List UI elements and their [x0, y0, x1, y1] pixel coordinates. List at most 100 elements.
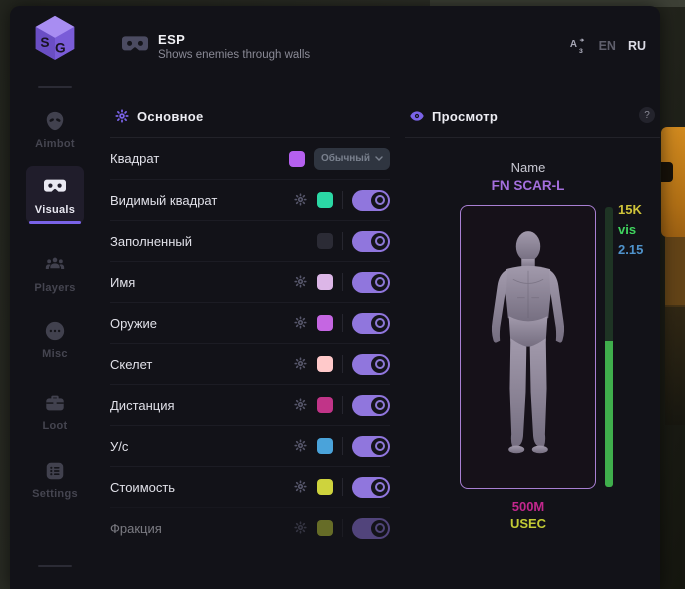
gear-icon[interactable] [294, 316, 308, 330]
toggle-switch[interactable] [352, 394, 390, 416]
setting-label: Стоимость [110, 479, 176, 495]
toggle-knob [371, 396, 388, 414]
eye-icon [410, 109, 424, 123]
player-model-figure [491, 231, 565, 454]
setting-controls: Обычный [266, 147, 390, 170]
setting-controls [294, 189, 390, 211]
setting-label: Заполненный [110, 233, 193, 249]
sidebar-item-misc[interactable]: Misc [26, 310, 84, 368]
background-orange-lower [665, 237, 685, 307]
dropdown-value: Обычный [320, 153, 370, 164]
health-bar [605, 207, 613, 487]
app-window: S G Aimbot Visuals [10, 6, 660, 589]
sidebar-item-players[interactable]: Players [26, 244, 84, 302]
sidebar-divider-top [38, 86, 72, 88]
toggle-switch[interactable] [352, 517, 390, 539]
sidebar-item-loot[interactable]: Loot [26, 382, 84, 440]
sidebar-item-label: Players [34, 281, 76, 294]
row-divider [342, 273, 343, 291]
section-header-preview: Просмотр ? [405, 106, 660, 138]
color-swatch[interactable] [317, 438, 333, 454]
lang-en-button[interactable]: EN [598, 39, 616, 53]
row-divider [342, 519, 343, 537]
background-orange-fade [665, 305, 685, 425]
chevron-down-icon [375, 156, 383, 161]
row-divider [342, 437, 343, 455]
setting-row: Оружие [110, 302, 390, 343]
gear-icon[interactable] [294, 521, 308, 535]
setting-row: Дистанция [110, 384, 390, 425]
setting-row: Стоимость [110, 466, 390, 507]
color-swatch[interactable] [317, 315, 333, 331]
gear-icon[interactable] [294, 480, 308, 494]
svg-text:A: A [569, 39, 576, 50]
setting-row: Видимый квадрат [110, 179, 390, 220]
style-dropdown[interactable]: Обычный [313, 147, 390, 170]
toggle-knob [371, 232, 388, 250]
color-swatch[interactable] [317, 192, 333, 208]
target-name-block: Name FN SCAR-L [405, 160, 651, 193]
color-swatch[interactable] [317, 397, 333, 413]
sidebar-item-settings[interactable]: Settings [26, 450, 84, 508]
target-weapon-name: FN SCAR-L [491, 178, 565, 193]
toggle-switch[interactable] [352, 353, 390, 375]
gear-icon[interactable] [294, 439, 308, 453]
target-value-stat: 15K [618, 202, 642, 217]
toggle-switch[interactable] [352, 271, 390, 293]
toggle-knob [371, 191, 388, 209]
language-switcher: A з EN RU [569, 37, 646, 55]
setting-label: Оружие [110, 315, 158, 331]
toggle-switch[interactable] [352, 189, 390, 211]
list-icon [43, 459, 67, 483]
setting-controls [294, 517, 390, 539]
sidebar-item-visuals[interactable]: Visuals [26, 166, 84, 224]
setting-row: Скелет [110, 343, 390, 384]
sidebar-item-label: Loot [42, 419, 68, 432]
preview-panel: Просмотр ? Name FN SCAR-L [405, 106, 660, 566]
gear-icon[interactable] [294, 193, 308, 207]
setting-controls [294, 353, 390, 375]
vr-goggles-icon [122, 36, 148, 56]
setting-label: Скелет [110, 356, 153, 372]
lang-ru-button[interactable]: RU [627, 39, 646, 53]
feature-header: ESP Shows enemies through walls A з EN R… [100, 6, 660, 94]
gear-icon[interactable] [294, 398, 308, 412]
help-button[interactable]: ? [639, 107, 655, 123]
toggle-switch[interactable] [352, 230, 390, 252]
setting-controls [294, 435, 390, 457]
color-swatch[interactable] [317, 233, 333, 249]
svg-text:G: G [55, 40, 66, 55]
setting-row: Фракция [110, 507, 390, 548]
target-bottom-block: 500M USEC [460, 498, 596, 532]
feature-title: ESP [158, 32, 186, 47]
target-name-label: Name [510, 160, 546, 175]
esp-settings-panel: Основное Квадрат Обычный Видимый квадрат [110, 106, 390, 566]
color-swatch[interactable] [317, 274, 333, 290]
toggle-knob [371, 437, 388, 455]
section-title: Основное [137, 109, 204, 124]
toggle-knob [371, 273, 388, 291]
row-divider [342, 478, 343, 496]
setting-label: Видимый квадрат [110, 192, 218, 208]
sidebar-item-label: Aimbot [35, 137, 75, 150]
row-divider [342, 191, 343, 209]
target-ratio-stat: 2.15 [618, 242, 644, 257]
settings-rows: Квадрат Обычный Видимый квадрат Заполнен [110, 138, 390, 548]
svg-text:S: S [40, 35, 49, 50]
toggle-switch[interactable] [352, 435, 390, 457]
cube-logo-icon: S G [35, 15, 75, 60]
sidebar-divider-bottom [38, 565, 72, 567]
toggle-switch[interactable] [352, 476, 390, 498]
color-swatch[interactable] [317, 356, 333, 372]
gear-icon[interactable] [294, 275, 308, 289]
sidebar-item-aimbot[interactable]: Aimbot [26, 100, 84, 158]
toggle-switch[interactable] [352, 312, 390, 334]
setting-label: Квадрат [110, 151, 160, 166]
color-swatch[interactable] [317, 479, 333, 495]
setting-label: Имя [110, 274, 136, 290]
color-swatch[interactable] [288, 150, 305, 167]
toggle-knob [371, 478, 388, 496]
sidebar: S G Aimbot Visuals [10, 6, 100, 589]
gear-icon[interactable] [294, 357, 308, 371]
color-swatch[interactable] [317, 520, 333, 536]
